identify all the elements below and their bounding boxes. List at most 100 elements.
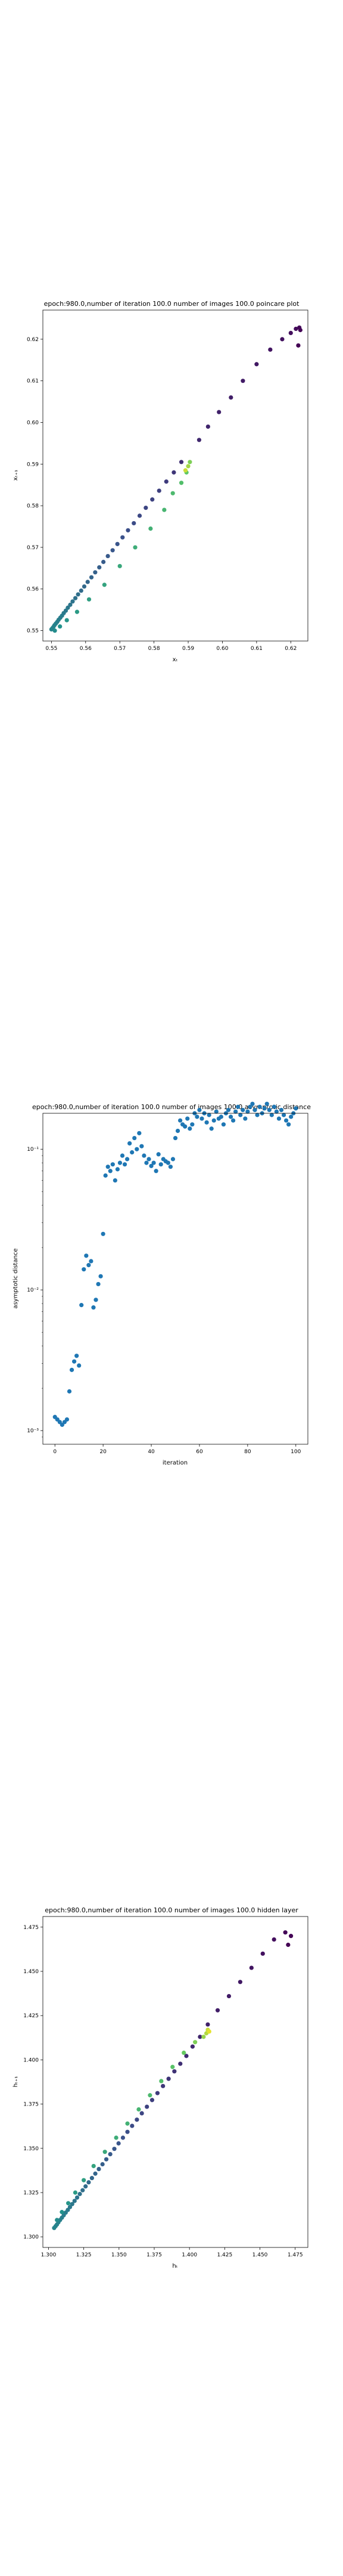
data-point	[198, 2035, 202, 2039]
data-point	[156, 1152, 161, 1157]
data-point	[76, 592, 80, 597]
data-point	[283, 1930, 288, 1935]
data-point	[122, 1162, 127, 1167]
data-point	[64, 618, 69, 623]
data-point	[60, 2210, 64, 2215]
data-point	[250, 1101, 255, 1106]
data-point	[91, 1305, 96, 1310]
data-point	[274, 1109, 279, 1114]
data-point	[108, 1169, 113, 1174]
data-point	[93, 570, 98, 575]
data-point	[183, 1124, 188, 1129]
x-tick-label: 1.450	[252, 2252, 268, 2258]
y-tick-label: 10⁻³	[27, 1428, 39, 1434]
data-point	[151, 1160, 156, 1165]
data-point	[260, 1951, 265, 1956]
data-point	[226, 1993, 232, 1999]
data-point	[67, 2205, 73, 2209]
data-point	[74, 2195, 80, 2200]
y-tick-label: 1.300	[23, 2234, 39, 2240]
y-tick-label: 0.58	[27, 503, 39, 509]
data-point	[281, 1113, 286, 1117]
data-point	[185, 1116, 190, 1121]
data-point	[71, 1359, 77, 1364]
data-point	[166, 1160, 170, 1165]
data-point	[209, 1126, 214, 1131]
data-point	[130, 2123, 135, 2128]
plot-frame	[42, 1113, 308, 1445]
data-point	[96, 1281, 101, 1287]
data-point	[164, 479, 169, 484]
data-point	[294, 1106, 298, 1111]
y-tick-label: 1.425	[23, 2013, 39, 2019]
x-axis-label: xₜ	[173, 657, 178, 663]
x-tick-label: 0.56	[80, 646, 92, 652]
data-point	[142, 1153, 146, 1158]
data-point	[230, 1118, 236, 1123]
x-tick-label: 100	[291, 1449, 301, 1455]
data-point	[74, 1354, 79, 1358]
x-tick-label: 1.375	[146, 2252, 162, 2258]
data-point	[120, 2135, 126, 2140]
data-point	[113, 1178, 117, 1183]
data-point	[286, 1122, 291, 1127]
y-tick-label: 10⁻¹	[27, 1147, 39, 1153]
data-point	[186, 464, 191, 469]
data-point	[86, 2180, 91, 2185]
y-axis-label: asymptotic distance	[13, 1248, 19, 1308]
data-point	[77, 1363, 82, 1368]
data-point	[226, 1107, 231, 1113]
data-point	[179, 460, 184, 465]
data-point	[289, 1114, 294, 1119]
data-point	[80, 2188, 85, 2193]
data-point	[283, 1118, 289, 1123]
data-point	[172, 470, 176, 475]
data-point	[137, 1131, 142, 1135]
data-point	[105, 1165, 110, 1169]
data-point	[280, 337, 285, 342]
data-point	[132, 521, 136, 526]
data-point	[135, 2117, 139, 2122]
data-point	[154, 1169, 158, 1174]
plot-frame	[42, 1916, 308, 2248]
data-point	[286, 1942, 291, 1948]
data-point	[190, 2044, 195, 2049]
data-point	[245, 1109, 250, 1114]
data-point	[248, 1104, 252, 1109]
data-point	[150, 497, 155, 502]
data-point	[66, 2201, 71, 2206]
data-point	[146, 1157, 151, 1162]
x-tick-label: 0	[53, 1449, 57, 1455]
data-point	[126, 528, 130, 532]
data-point	[101, 559, 106, 564]
data-point	[89, 1259, 93, 1264]
data-point	[97, 565, 102, 570]
data-point	[205, 424, 210, 429]
data-point	[85, 580, 90, 584]
data-point	[296, 343, 301, 348]
data-point	[133, 545, 138, 550]
data-point	[83, 2184, 88, 2189]
y-tick-label: 0.61	[27, 379, 39, 385]
axis-ticks: 0 20 40 60 80 100 10⁻³ 10⁻² 10⁻¹	[27, 1147, 301, 1455]
data-point	[205, 2022, 210, 2027]
data-point	[221, 1122, 226, 1127]
data-point	[264, 1101, 269, 1106]
data-point	[197, 438, 202, 442]
data-point	[229, 395, 233, 400]
data-point	[55, 2218, 60, 2222]
data-point	[58, 624, 63, 629]
y-tick-label: 0.56	[27, 587, 39, 593]
data-point	[188, 1126, 192, 1131]
chart-asymptotic-distance: epoch:980.0,number of iteration 100.0 nu…	[13, 1101, 311, 1466]
data-point	[184, 2054, 189, 2058]
data-point	[110, 1162, 115, 1167]
y-tick-label: 1.475	[23, 1925, 39, 1931]
data-point	[201, 2035, 206, 2039]
data-point	[86, 1263, 91, 1268]
data-point	[219, 1114, 223, 1119]
chart-title: epoch:980.0,number of iteration 100.0 nu…	[45, 1906, 298, 1914]
data-point	[289, 1934, 294, 1939]
chart-poincare: epoch:980.0,number of iteration 100.0 nu…	[13, 300, 308, 663]
data-point	[79, 1303, 84, 1308]
